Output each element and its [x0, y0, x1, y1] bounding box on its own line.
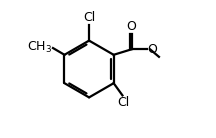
- Text: O: O: [148, 43, 157, 56]
- Text: Cl: Cl: [117, 96, 129, 109]
- Text: O: O: [126, 20, 136, 33]
- Text: CH$_3$: CH$_3$: [27, 40, 52, 55]
- Text: Cl: Cl: [83, 11, 95, 24]
